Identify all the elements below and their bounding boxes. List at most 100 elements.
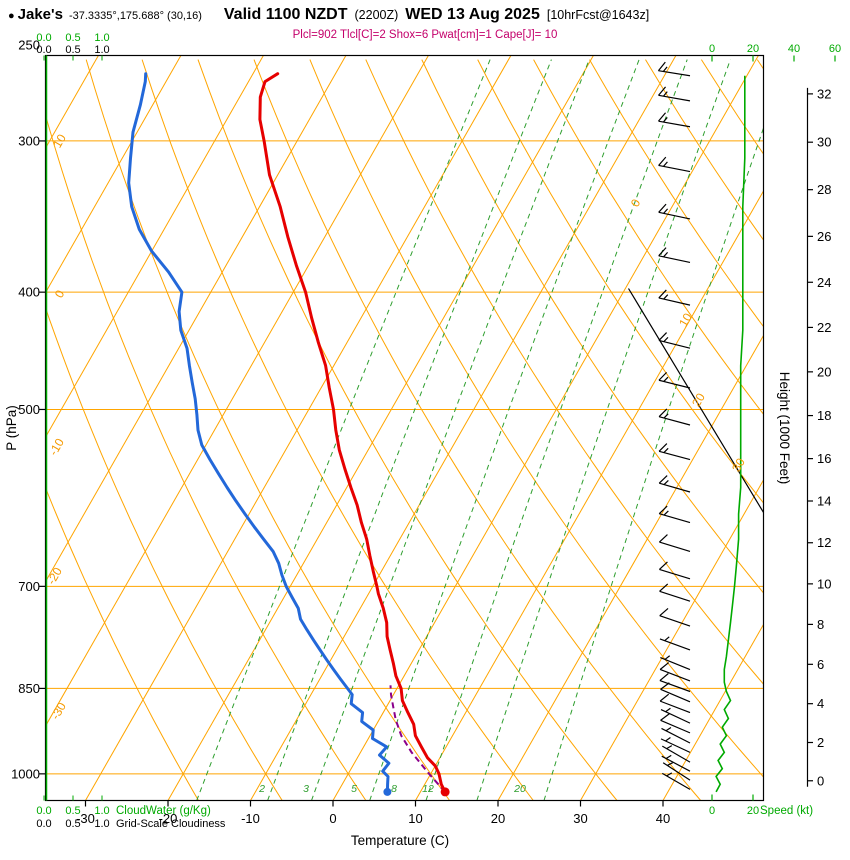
wind-barb-full	[658, 408, 668, 418]
wind-barb-shaft	[661, 755, 691, 772]
temp-tick-label: 30	[573, 811, 587, 826]
speed-and-cloudwater-profiles	[45, 55, 746, 801]
plot-border	[44, 54, 765, 802]
wind-barb-shaft	[659, 590, 691, 602]
isotherm-line	[45, 55, 182, 294]
speed-tick-label: 0	[709, 43, 715, 55]
mixing-ratio-line	[476, 59, 731, 801]
wind-barb-shaft	[659, 568, 691, 580]
isotherm-line	[45, 55, 429, 728]
wind-barb-full	[658, 332, 668, 341]
isotherm-label: 10	[50, 131, 69, 150]
wind-barb-shaft	[660, 719, 691, 734]
isotherm-label: -20	[44, 565, 65, 587]
mixing-ratio-lines	[196, 59, 764, 801]
isotherm-label: 0	[52, 287, 68, 300]
wind-barb-half	[665, 754, 672, 760]
dry-adiabat-line	[477, 59, 764, 504]
speed-tick-label: 20	[747, 43, 759, 55]
dry-adiabat-line	[309, 59, 764, 778]
wind-barb-half	[662, 91, 668, 97]
wind-barb-half	[665, 707, 671, 713]
height-tick-label: 20	[817, 364, 831, 379]
wind-barb-shaft	[659, 668, 691, 682]
station-coordinates: -37.3335°,175.688° (30,16)	[68, 10, 202, 22]
pressure-tick-label: 250	[18, 38, 40, 53]
height-tick-label: 28	[817, 182, 831, 197]
isotherm-label: -30	[48, 700, 69, 722]
mixing-ratio-line	[425, 59, 688, 801]
dry-adiabat-line	[589, 59, 764, 328]
wind-barb-full	[658, 534, 668, 543]
mixing-ratio-line	[369, 59, 640, 801]
wind-barb-full	[659, 673, 669, 682]
dry-adiabat-line	[421, 59, 764, 594]
isotherm-line	[497, 334, 764, 801]
wind-barb-half	[667, 762, 673, 766]
cloudwater-axis-label: CloudWater (g/Kg)	[116, 805, 211, 817]
wind-barb-full	[658, 443, 668, 452]
isotherm-label: -10	[46, 436, 67, 458]
temp-tick-label: -30	[76, 811, 95, 826]
mixing-ratio-line	[543, 126, 764, 801]
wind-barb-half	[662, 66, 668, 72]
isotherm-label: 20	[689, 390, 708, 409]
speed-tick-label: 60	[829, 43, 841, 55]
wind-barb-shaft	[659, 679, 691, 693]
cloudwater-scale-label: 0.0	[36, 32, 51, 44]
cloudwater-scale-label: 1.0	[94, 32, 109, 44]
temp-tick-label: 0	[329, 811, 336, 826]
wind-barb-full	[658, 505, 668, 515]
height-tick-label: 18	[817, 408, 831, 423]
wind-barb-half	[664, 636, 670, 642]
height-tick-label: 0	[817, 773, 824, 788]
dry-adiabat-line	[756, 59, 764, 70]
dry-adiabat-line	[533, 59, 764, 415]
wind-barbs	[657, 61, 691, 790]
temp-tick-label: -20	[159, 811, 178, 826]
mixing-ratio-label: 5	[351, 783, 357, 795]
valid-time-utc: (2200Z)	[354, 8, 399, 22]
isotherm-line	[580, 479, 764, 801]
isotherm-label: 30	[729, 455, 748, 474]
temp-tick-label: -10	[241, 811, 260, 826]
grid-lines	[45, 55, 850, 801]
speed-tick-label: 40	[788, 43, 800, 55]
temperature-axis-label: Temperature (C)	[351, 833, 449, 848]
wind-barb-half	[663, 510, 669, 516]
wind-barb-full	[658, 289, 667, 299]
dry-adiabat-line	[253, 59, 702, 801]
wind-barb-full	[659, 608, 669, 617]
pressure-tick-label: 850	[18, 681, 40, 696]
wind-barb-half	[663, 294, 669, 300]
dry-adiabat-line	[45, 306, 283, 801]
dry-adiabat-line	[45, 486, 199, 801]
wind-barb-shaft	[659, 700, 691, 714]
wind-barb-full	[658, 247, 667, 257]
wind-barb-half	[666, 772, 673, 777]
wind-barb-shaft	[658, 255, 691, 264]
wind-barb-full	[658, 86, 667, 96]
isotherm-line	[167, 55, 594, 801]
pressure-tick-label: 1000	[11, 766, 40, 781]
wind-barb-full	[658, 371, 668, 381]
isotherm-label: 10	[676, 310, 695, 329]
wind-barb-half	[663, 161, 668, 167]
dry-adiabat-line	[45, 113, 367, 801]
dry-adiabat-line	[813, 60, 850, 801]
wind-barb-shaft	[658, 450, 691, 461]
wind-barb-full	[658, 112, 667, 122]
isotherm-label: 0	[628, 196, 644, 209]
height-tick-label: 12	[817, 535, 831, 550]
cloudwater-scale-label: 0.5	[65, 805, 80, 817]
temp-tick-label: 40	[656, 811, 670, 826]
height-tick-label: 4	[817, 696, 824, 711]
wind-barb-half	[666, 745, 673, 750]
wind-barb-shaft	[661, 772, 691, 790]
speed-tick-label: 20	[747, 805, 759, 817]
wind-barb-half	[663, 336, 669, 343]
sounding-profiles	[127, 72, 450, 797]
pressure-tick-label: 300	[18, 133, 40, 148]
cloudiness-scale-label: 0.0	[36, 818, 51, 830]
